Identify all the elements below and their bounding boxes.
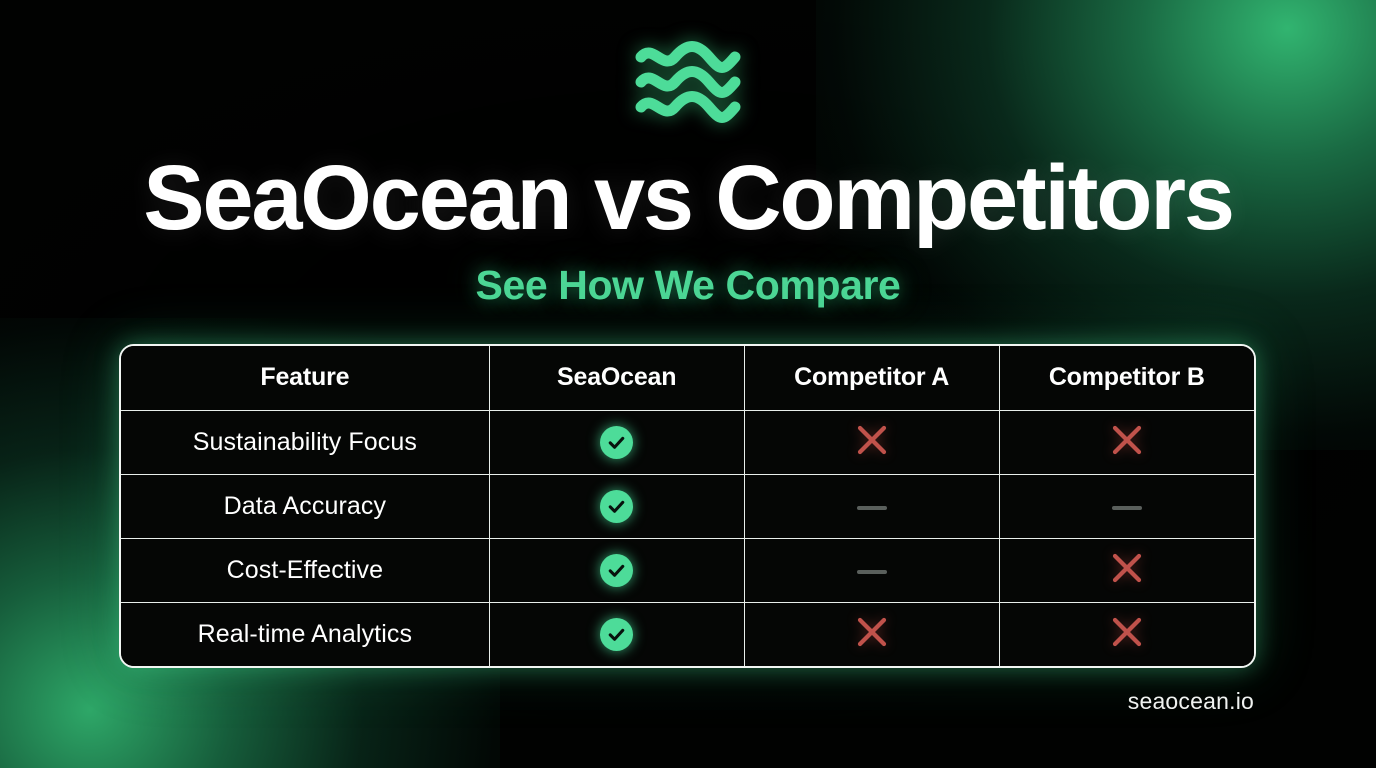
website-url: seaocean.io	[1127, 688, 1254, 714]
table-header-row: Feature SeaOcean Competitor A Competitor…	[121, 346, 1254, 411]
table-row: Sustainability Focus	[121, 410, 1254, 475]
feature-label: Sustainability Focus	[121, 410, 490, 475]
cell-competitor-a	[744, 474, 1000, 539]
check-circle-icon	[600, 425, 634, 459]
table-row: Real-time Analytics	[121, 602, 1254, 666]
cell-competitor-a	[744, 538, 1000, 603]
dash-icon	[1111, 506, 1142, 510]
check-circle-icon	[600, 617, 634, 651]
comparison-table: Feature SeaOcean Competitor A Competitor…	[121, 346, 1254, 666]
table-body: Sustainability Focus	[121, 410, 1254, 666]
column-header-competitor-a: Competitor A	[744, 346, 1000, 411]
page-title: SeaOcean vs Competitors	[143, 147, 1235, 249]
cross-icon	[1110, 551, 1144, 585]
table-row: Data Accuracy	[121, 474, 1254, 539]
column-header-competitor-b: Competitor B	[999, 346, 1254, 411]
waves-icon	[635, 41, 741, 123]
cell-seaocean	[489, 474, 745, 539]
cross-icon	[1110, 615, 1144, 649]
cell-seaocean	[489, 602, 745, 666]
cell-competitor-b	[999, 410, 1254, 475]
column-header-feature: Feature	[121, 346, 490, 411]
cell-competitor-b	[999, 538, 1254, 603]
page-subtitle: See How We Compare	[475, 262, 901, 308]
cell-seaocean	[489, 410, 745, 475]
check-circle-icon	[600, 553, 634, 587]
cross-icon	[855, 423, 889, 457]
table-row: Cost-Effective	[121, 538, 1254, 603]
cell-seaocean	[489, 538, 745, 603]
cross-icon	[1110, 423, 1144, 457]
feature-label: Data Accuracy	[121, 474, 490, 539]
cell-competitor-a	[744, 602, 1000, 666]
dash-icon	[856, 506, 887, 510]
feature-label: Real-time Analytics	[121, 602, 490, 666]
brand-logo	[0, 40, 1376, 124]
feature-label: Cost-Effective	[121, 538, 490, 603]
comparison-table-container: Feature SeaOcean Competitor A Competitor…	[119, 344, 1256, 668]
cell-competitor-b	[999, 474, 1254, 539]
cell-competitor-a	[744, 410, 1000, 475]
dash-icon	[856, 570, 887, 574]
column-header-seaocean: SeaOcean	[489, 346, 745, 411]
cell-competitor-b	[999, 602, 1254, 666]
cross-icon	[855, 615, 889, 649]
check-circle-icon	[600, 489, 634, 523]
